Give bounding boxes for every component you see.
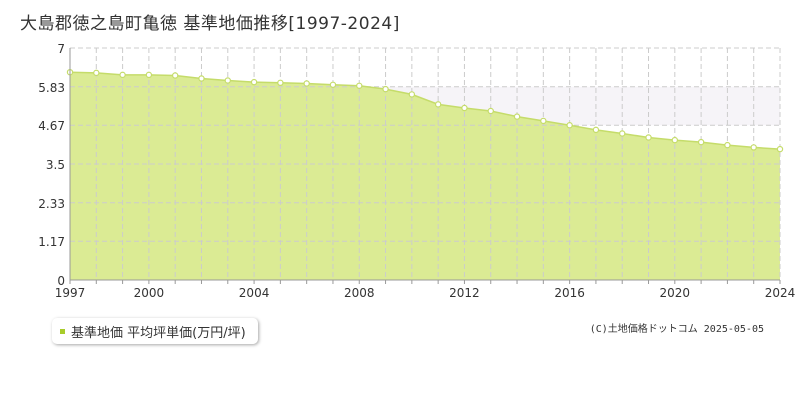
data-point <box>592 126 600 134</box>
data-point <box>776 145 784 153</box>
y-tick-label: 1.17 <box>38 235 65 249</box>
legend-swatch-icon <box>60 328 65 334</box>
x-tick-label: 2024 <box>765 286 796 300</box>
data-point <box>408 91 416 98</box>
data-point <box>93 69 100 77</box>
data-point <box>645 134 652 141</box>
credit-text: (C)土地価格ドットコム 2025-05-05 <box>589 324 764 335</box>
data-point <box>750 144 757 151</box>
data-point <box>198 75 205 82</box>
data-point <box>250 78 258 86</box>
x-tick-label: 2004 <box>239 286 270 300</box>
series-line <box>69 71 781 150</box>
series-area <box>70 72 780 281</box>
data-point <box>671 136 679 144</box>
data-point <box>119 71 126 79</box>
y-tick-label: 2.33 <box>38 197 65 211</box>
x-tick-label: 2016 <box>554 286 585 300</box>
data-point <box>487 107 494 115</box>
x-tick-label: 1997 <box>55 286 86 300</box>
legend: 基準地価 平均坪単価(万円/坪) <box>52 318 258 344</box>
data-point <box>382 85 389 93</box>
x-tick-label: 2012 <box>449 286 480 300</box>
data-point <box>513 113 521 120</box>
data-point <box>434 101 442 108</box>
data-point <box>277 79 284 87</box>
data-point <box>461 104 468 112</box>
data-point <box>697 138 705 146</box>
grid-layer <box>70 47 781 280</box>
y-tick-label: 7 <box>57 42 65 56</box>
tick-label-layer: 0 1.17 2.33 3.5 4.67 5.83 7 1997 2000 2004 2008 201… <box>38 42 795 300</box>
data-point <box>145 71 153 79</box>
x-tick-label: 2020 <box>660 286 691 300</box>
data-point <box>566 122 573 129</box>
data-point <box>540 117 547 125</box>
axis-layer <box>69 48 781 284</box>
chart-title: 大島郡徳之島町亀徳 基準地価推移[1997-2024] <box>20 14 400 34</box>
data-point <box>619 130 626 137</box>
y-tick-label: 5.83 <box>38 81 65 95</box>
x-tick-label: 2008 <box>344 286 375 300</box>
data-point <box>356 82 363 89</box>
data-point <box>171 72 179 79</box>
data-point <box>303 80 310 87</box>
y-tick-label: 4.67 <box>38 119 65 133</box>
x-tick-label: 2000 <box>134 286 165 300</box>
data-point <box>224 77 231 84</box>
data-point <box>724 141 731 149</box>
legend-label: 基準地価 平均坪単価(万円/坪) <box>71 325 246 341</box>
y-tick-label: 3.5 <box>46 158 65 172</box>
area-layer <box>70 72 780 281</box>
data-point <box>329 81 337 88</box>
marker-layer <box>66 68 784 153</box>
line-layer <box>69 71 781 150</box>
y-tick-label: 0 <box>57 274 65 288</box>
